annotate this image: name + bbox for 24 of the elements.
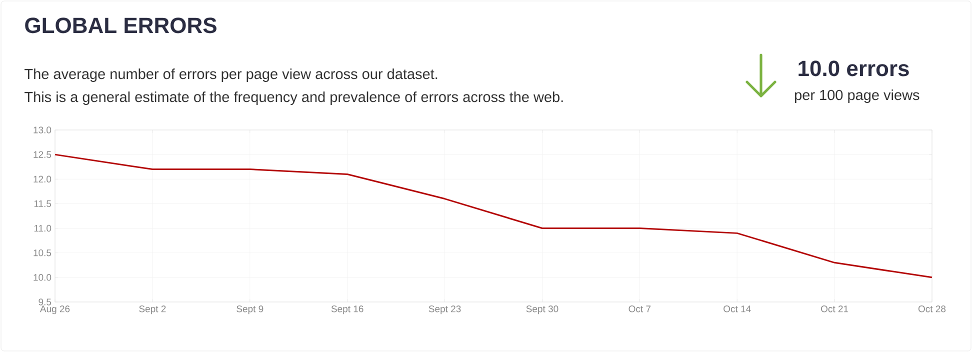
text: 10.0 errors xyxy=(798,60,909,76)
x-tick-label: Sept 16 xyxy=(331,306,364,314)
x-tick-label: Sept 30 xyxy=(526,306,558,314)
y-tick-label: 10.0 xyxy=(34,274,52,281)
chart-subtitle: The average number of errors per page view across our dataset. xyxy=(24,68,438,82)
line-series xyxy=(54,154,933,278)
x-tick-label: Oct 7 xyxy=(628,306,651,312)
chart-title: GLOBAL ERRORS xyxy=(25,18,216,34)
x-tick-label: Sept 2 xyxy=(139,306,166,314)
y-tick-label: 13.0 xyxy=(34,126,52,134)
x-tick-label: Sept 9 xyxy=(236,306,264,314)
y-tick-label: 12.5 xyxy=(34,151,52,158)
x-tick-label: Oct 14 xyxy=(724,306,751,312)
y-tick-label: 12.0 xyxy=(34,176,52,182)
text: per 100 page views xyxy=(794,89,920,103)
x-tick-label: Sept 23 xyxy=(428,306,461,314)
y-tick-label: 10.5 xyxy=(34,249,52,256)
x-tick-label: Oct 21 xyxy=(821,306,848,312)
y-tick-label: 11.5 xyxy=(34,200,52,208)
y-tick-label: 9.5 xyxy=(38,298,52,306)
x-tick-label: Aug 26 xyxy=(40,306,70,314)
text: This is a general estimate of the frequency and prevalence of errors across the web. xyxy=(24,91,563,105)
x-tick-label: Oct 28 xyxy=(918,306,946,312)
y-tick-label: 11.0 xyxy=(34,224,52,232)
